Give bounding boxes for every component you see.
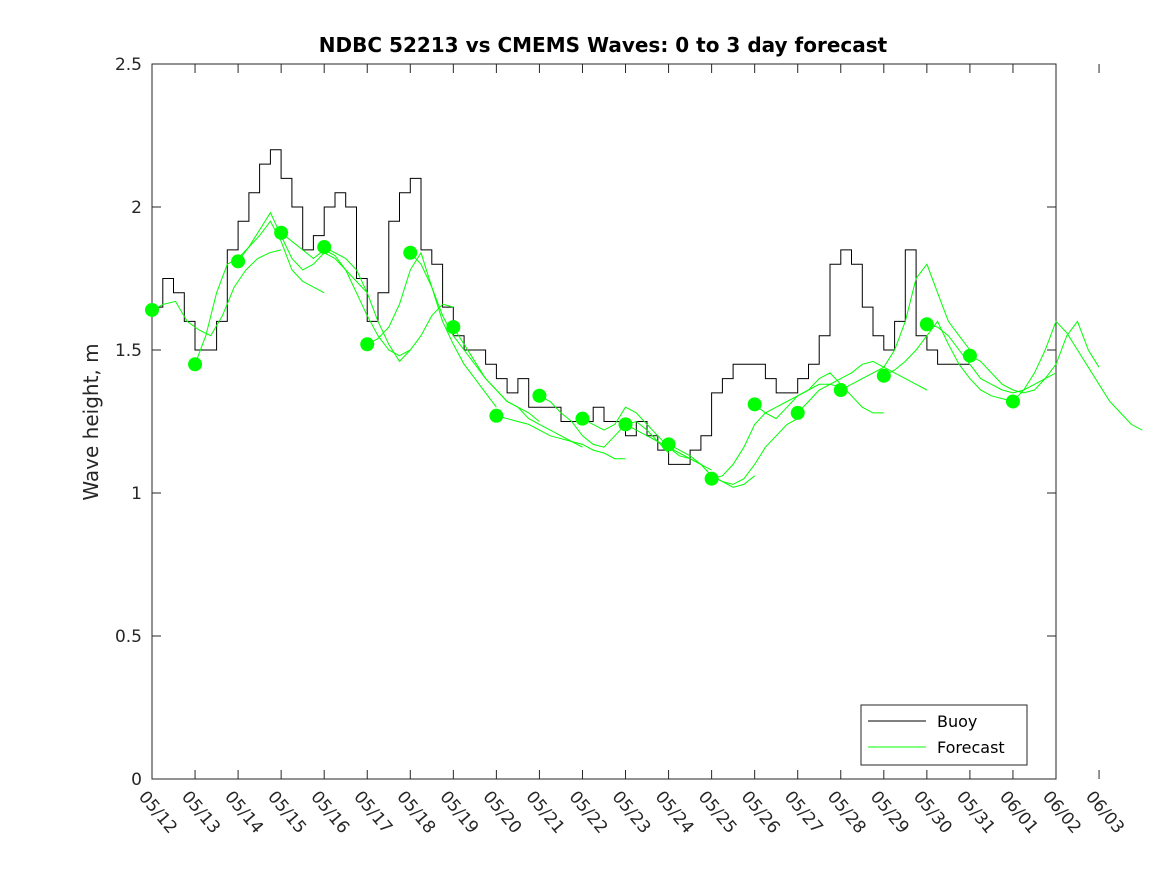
forecast-start-point [274, 225, 289, 240]
forecast-start-point [747, 397, 762, 412]
legend: Buoy Forecast [860, 704, 1028, 766]
x-tick-label: 05/23 [608, 787, 655, 837]
y-axis-label: Wave height, m [79, 343, 103, 500]
forecast-start-point [962, 348, 977, 363]
x-tick-label: 05/25 [694, 787, 741, 837]
y-tick-label: 2 [131, 198, 142, 218]
forecast-run-line [323, 246, 454, 363]
y-tick-label: 0.5 [115, 627, 142, 647]
legend-box [860, 704, 1028, 766]
forecast-run-line [969, 320, 1100, 394]
forecast-start-point [1005, 394, 1020, 409]
forecast-run-line [452, 326, 583, 448]
legend-buoy-label: Buoy [937, 712, 977, 731]
forecast-start-point [231, 254, 246, 269]
forecast-run-line [1012, 320, 1143, 431]
x-tick-label: 05/20 [479, 787, 526, 837]
x-tick-label: 05/14 [220, 787, 267, 837]
forecast-start-point [790, 405, 805, 420]
forecast-start-point [145, 302, 159, 317]
x-tick-label: 05/13 [177, 787, 224, 837]
forecast-run-line [711, 383, 841, 480]
forecast-run-line [797, 360, 928, 414]
x-tick-label: 06/03 [1081, 787, 1128, 837]
x-tick-label: 05/22 [565, 787, 612, 837]
y-tick-label: 1 [131, 484, 142, 504]
buoy-series-line [152, 149, 970, 465]
forecast-start-point [360, 337, 375, 352]
forecast-start-point [489, 408, 504, 423]
forecast-start-point [446, 320, 461, 335]
forecast-run-line [668, 418, 798, 485]
forecast-run-line [496, 415, 626, 460]
x-tick-label: 05/31 [952, 787, 999, 837]
x-tick-label: 05/12 [134, 787, 181, 837]
chart-title: NDBC 52213 vs CMEMS Waves: 0 to 3 day fo… [319, 33, 888, 57]
forecast-run-line [754, 372, 884, 420]
forecast-run-line [539, 395, 669, 454]
x-tick-label: 05/28 [823, 787, 870, 837]
x-tick-label: 05/19 [436, 787, 483, 837]
forecast-start-point [403, 245, 418, 260]
x-tick-label: 05/26 [737, 787, 784, 837]
forecast-start-point [188, 357, 203, 372]
forecast-run-line [840, 263, 971, 391]
forecast-run-line [409, 252, 540, 422]
x-tick-label: 05/17 [349, 787, 396, 837]
forecast-run-line [194, 220, 325, 365]
forecast-run-line [151, 249, 282, 337]
forecast-start-point [704, 471, 719, 486]
x-tick-label: 05/27 [780, 787, 827, 837]
forecast-start-point [833, 383, 848, 398]
x-tick-label: 06/01 [995, 787, 1042, 837]
x-tick-label: 05/24 [651, 787, 698, 837]
x-tick-label: 05/16 [306, 787, 353, 837]
forecast-start-point [876, 368, 891, 383]
y-tick-label: 2.5 [115, 55, 142, 75]
x-tick-label: 05/21 [522, 787, 569, 837]
forecast-start-point [919, 317, 934, 332]
x-tick-label: 05/30 [909, 787, 956, 837]
y-tick-label: 1.5 [115, 341, 142, 361]
forecast-start-point [661, 437, 676, 452]
legend-forecast-label: Forecast [937, 738, 1005, 757]
x-tick-label: 05/15 [263, 787, 310, 837]
forecast-start-point [618, 417, 633, 432]
y-tick-label: 0 [131, 770, 142, 790]
forecast-run-line [280, 232, 411, 357]
x-tick-label: 06/02 [1038, 787, 1085, 837]
x-tick-label: 05/18 [392, 787, 439, 837]
forecast-start-point [532, 388, 547, 403]
forecast-start-point [317, 240, 332, 255]
axes-box [151, 63, 1057, 780]
x-tick-label: 05/29 [866, 787, 913, 837]
forecast-run-line [582, 406, 712, 471]
forecast-start-point [575, 411, 590, 426]
forecast-run-line [926, 323, 1057, 394]
forecast-run-line [625, 423, 756, 488]
forecast-run-line [366, 251, 497, 408]
forecast-run-line [883, 320, 1014, 402]
